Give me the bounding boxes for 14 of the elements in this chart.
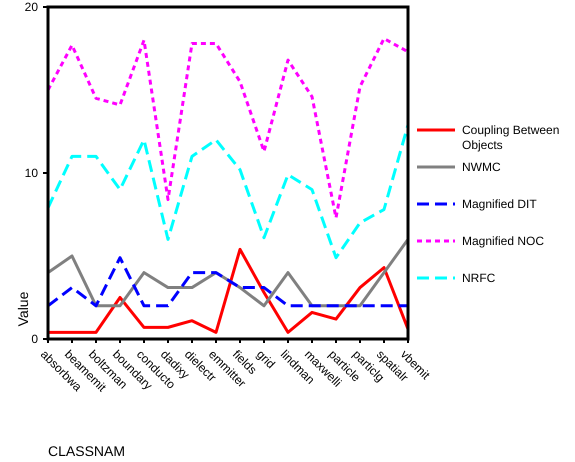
legend-label: Magnified NOC: [462, 234, 544, 248]
legend-label: NWMC: [462, 160, 501, 174]
y-axis-title: Value: [15, 291, 31, 326]
line-series: [46, 256, 410, 308]
legend-label: Magnified DIT: [462, 197, 538, 211]
line-series: [46, 37, 410, 220]
y-tick-label: 10: [24, 166, 38, 180]
legend-label: Coupling Between Objects: [462, 123, 560, 152]
line-series: [46, 123, 410, 260]
y-tick-label: 0: [31, 332, 38, 346]
x-axis-title: CLASSNAM: [48, 443, 126, 459]
legend-label: NRFC: [462, 271, 496, 285]
y-tick-label: 20: [24, 0, 38, 14]
line-series: [46, 248, 410, 334]
